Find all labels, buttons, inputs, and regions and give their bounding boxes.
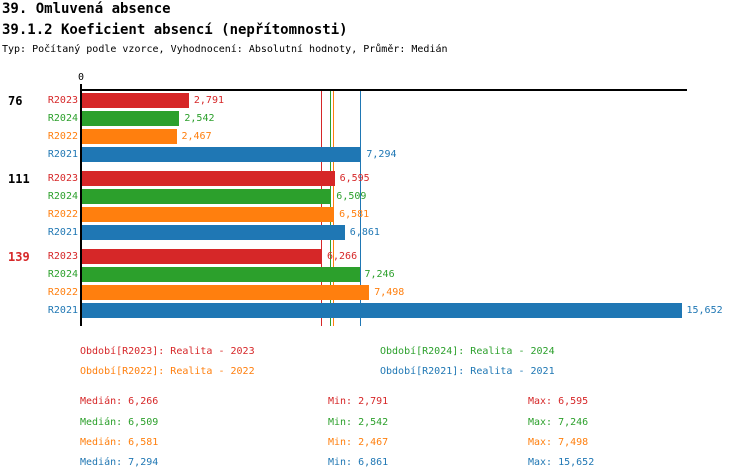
row-label-r2021: R2021 bbox=[47, 227, 78, 238]
bar-value-label: 7,246 bbox=[364, 269, 395, 280]
group-label-111: 111 bbox=[8, 172, 30, 186]
stat-min-r2024: Min: 2,542 bbox=[328, 417, 389, 428]
bar-111-r2024 bbox=[82, 189, 332, 204]
stat-max-r2022: Max: 7,498 bbox=[528, 437, 589, 448]
bar-value-label: 6,509 bbox=[336, 191, 367, 202]
bar-value-label: 6,595 bbox=[339, 173, 370, 184]
bar-76-r2024 bbox=[82, 111, 180, 126]
stat-median-r2021: Medián: 7,294 bbox=[80, 457, 159, 468]
report-title: 39. Omluvená absence bbox=[2, 1, 171, 17]
row-label-r2023: R2023 bbox=[47, 95, 78, 106]
stat-median-r2022: Medián: 6,581 bbox=[80, 437, 159, 448]
row-label-r2022: R2022 bbox=[47, 287, 78, 298]
bar-value-label: 15,652 bbox=[686, 305, 723, 316]
group-label-139: 139 bbox=[8, 250, 30, 264]
chart-title: 39.1.2 Koeficient absencí (nepřítomnosti… bbox=[2, 22, 348, 38]
row-label-r2024: R2024 bbox=[47, 113, 78, 124]
row-label-r2024: R2024 bbox=[47, 191, 78, 202]
bar-139-r2024 bbox=[82, 267, 360, 282]
y-axis-line bbox=[80, 84, 82, 326]
bar-value-label: 6,266 bbox=[327, 251, 358, 262]
bar-value-label: 6,861 bbox=[349, 227, 380, 238]
bar-111-r2023 bbox=[82, 171, 335, 186]
bar-76-r2021 bbox=[82, 147, 362, 162]
stat-median-r2024: Medián: 6,509 bbox=[80, 417, 159, 428]
chart-meta-line: Typ: Počítaný podle vzorce, Vyhodnocení:… bbox=[2, 44, 448, 55]
bar-139-r2023 bbox=[82, 249, 322, 264]
bar-value-label: 7,294 bbox=[366, 149, 397, 160]
row-label-r2023: R2023 bbox=[47, 251, 78, 262]
stat-median-r2023: Medián: 6,266 bbox=[80, 396, 159, 407]
bar-111-r2022 bbox=[82, 207, 335, 222]
legend-item-r2022: Období[R2022]: Realita - 2022 bbox=[80, 366, 255, 377]
x-axis-line bbox=[80, 89, 687, 91]
stat-min-r2023: Min: 2,791 bbox=[328, 396, 389, 407]
row-label-r2024: R2024 bbox=[47, 269, 78, 280]
stat-max-r2021: Max: 15,652 bbox=[528, 457, 595, 468]
bar-value-label: 2,791 bbox=[193, 95, 224, 106]
group-label-76: 76 bbox=[8, 94, 23, 108]
bar-76-r2022 bbox=[82, 129, 177, 144]
bar-value-label: 6,581 bbox=[339, 209, 370, 220]
row-label-r2023: R2023 bbox=[47, 173, 78, 184]
bar-139-r2021 bbox=[82, 303, 682, 318]
x-axis-zero-tick-label: 0 bbox=[77, 72, 85, 83]
bar-value-label: 7,498 bbox=[374, 287, 405, 298]
row-label-r2022: R2022 bbox=[47, 209, 78, 220]
row-label-r2021: R2021 bbox=[47, 149, 78, 160]
bar-value-label: 2,467 bbox=[181, 131, 212, 142]
legend-item-r2023: Období[R2023]: Realita - 2023 bbox=[80, 346, 255, 357]
bar-value-label: 2,542 bbox=[184, 113, 215, 124]
legend-item-r2024: Období[R2024]: Realita - 2024 bbox=[380, 346, 555, 357]
bar-111-r2021 bbox=[82, 225, 345, 240]
bar-139-r2022 bbox=[82, 285, 370, 300]
row-label-r2022: R2022 bbox=[47, 131, 78, 142]
row-label-r2021: R2021 bbox=[47, 305, 78, 316]
stat-min-r2022: Min: 2,467 bbox=[328, 437, 389, 448]
stat-max-r2024: Max: 7,246 bbox=[528, 417, 589, 428]
legend-item-r2021: Období[R2021]: Realita - 2021 bbox=[380, 366, 555, 377]
stat-min-r2021: Min: 6,861 bbox=[328, 457, 389, 468]
median-line-r2021 bbox=[360, 91, 362, 326]
bar-76-r2023 bbox=[82, 93, 189, 108]
stat-max-r2023: Max: 6,595 bbox=[528, 396, 589, 407]
